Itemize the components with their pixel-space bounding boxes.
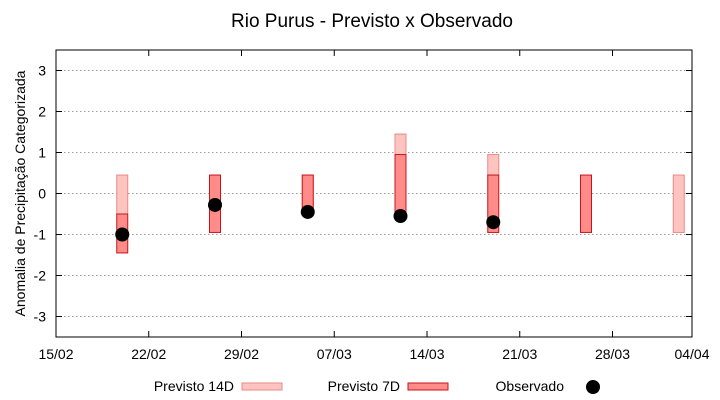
x-tick-label: 29/02 bbox=[224, 346, 259, 362]
bar-previsto-14d bbox=[672, 174, 685, 233]
y-axis-label: Anomalia de Precipitação Categorizada bbox=[12, 70, 28, 316]
point-observado bbox=[300, 204, 315, 219]
chart-title: Rio Purus - Previsto x Observado bbox=[231, 11, 513, 32]
grid-lines bbox=[56, 70, 692, 317]
series-previsto-7d bbox=[116, 154, 592, 254]
y-tick-label: 2 bbox=[38, 104, 46, 120]
x-tick-label: 28/03 bbox=[595, 346, 630, 362]
legend: Previsto 14D Previsto 7D Observado bbox=[154, 378, 600, 394]
legend-label-observado: Observado bbox=[496, 378, 565, 394]
point-observado bbox=[208, 197, 222, 212]
y-tick-label: -3 bbox=[34, 309, 47, 325]
bar-previsto-14d bbox=[394, 133, 407, 156]
legend-swatch-previsto-14d bbox=[241, 382, 283, 391]
bar-previsto-7d bbox=[394, 154, 407, 215]
y-tick-label: -1 bbox=[34, 227, 47, 243]
bar-previsto-7d bbox=[580, 174, 592, 233]
bar-previsto-7d bbox=[487, 174, 500, 233]
x-tick-label: 04/04 bbox=[674, 346, 709, 362]
y-tick-label: 3 bbox=[38, 63, 46, 79]
legend-swatch-previsto-7d bbox=[407, 382, 449, 391]
point-observado bbox=[115, 227, 130, 242]
x-tick-label: 22/02 bbox=[131, 346, 166, 362]
point-observado bbox=[393, 209, 408, 224]
legend-label-previsto-7d: Previsto 7D bbox=[328, 378, 400, 394]
y-axis-ticks: 3 2 1 0 -1 -2 -3 bbox=[34, 63, 692, 325]
y-tick-label: 0 bbox=[38, 186, 46, 202]
legend-label-previsto-14d: Previsto 14D bbox=[154, 378, 234, 394]
series-observado bbox=[115, 197, 501, 242]
x-tick-label: 07/03 bbox=[317, 346, 352, 362]
y-tick-label: -2 bbox=[34, 268, 47, 284]
x-tick-label: 15/02 bbox=[38, 346, 73, 362]
x-axis-ticks: 15/02 22/02 29/02 07/03 14/03 21/03 28/03 04/04 bbox=[38, 50, 710, 362]
y-tick-label: 1 bbox=[38, 145, 46, 161]
bar-previsto-14d bbox=[487, 154, 500, 176]
legend-marker-observado bbox=[586, 380, 600, 394]
x-tick-label: 14/03 bbox=[409, 346, 444, 362]
x-tick-label: 21/03 bbox=[502, 346, 537, 362]
point-observado bbox=[486, 215, 501, 230]
bar-previsto-14d bbox=[116, 174, 129, 215]
